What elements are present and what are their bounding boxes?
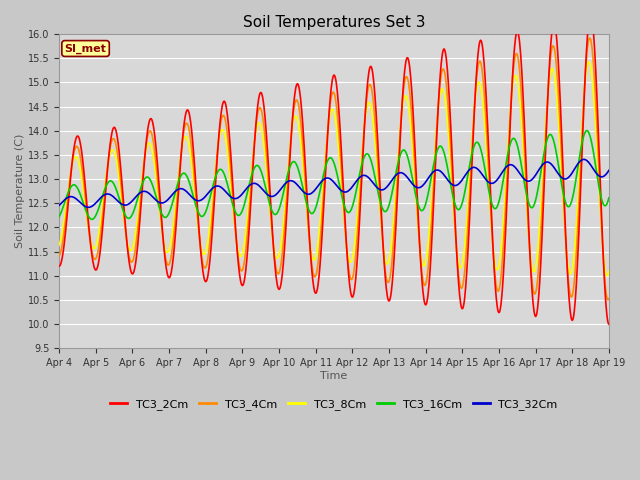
TC3_16Cm [127,213,135,219]
TC3_4Cm [452,249,460,254]
TC3_16Cm [340,200,348,205]
TC3_8Cm [339,201,347,207]
TC3_32Cm [580,156,588,162]
TC3_2Cm [339,177,347,183]
TC3_8Cm [452,244,460,250]
TC3_2Cm [570,315,577,321]
TC3_2Cm [605,321,612,327]
Title: Soil Temperatures Set 3: Soil Temperatures Set 3 [243,15,425,30]
TC3_32Cm [55,203,63,208]
TC3_16Cm [55,214,63,220]
TC3_8Cm [260,138,268,144]
TC3_8Cm [127,248,135,253]
TC3_2Cm [452,247,460,252]
TC3_4Cm [586,35,593,41]
TC3_2Cm [201,277,209,283]
TC3_32Cm [85,204,93,210]
Text: SI_met: SI_met [65,43,106,54]
TC3_8Cm [585,59,593,65]
TC3_8Cm [570,260,577,265]
TC3_4Cm [605,296,612,301]
TC3_16Cm [88,216,95,222]
TC3_8Cm [604,273,611,278]
TC3_16Cm [570,190,577,195]
TC3_2Cm [127,268,135,274]
TC3_8Cm [201,251,209,257]
TC3_32Cm [340,189,348,195]
TC3_4Cm [127,259,135,265]
TC3_2Cm [55,263,63,269]
TC3_8Cm [55,242,63,248]
TC3_4Cm [55,253,63,259]
TC3_32Cm [605,168,612,173]
Line: TC3_4Cm: TC3_4Cm [59,38,609,300]
TC3_32Cm [260,188,268,194]
TC3_16Cm [260,178,268,184]
Line: TC3_16Cm: TC3_16Cm [59,131,609,219]
X-axis label: Time: Time [321,371,348,381]
TC3_16Cm [605,195,612,201]
Line: TC3_8Cm: TC3_8Cm [59,62,609,276]
Line: TC3_2Cm: TC3_2Cm [59,14,609,324]
TC3_2Cm [260,99,268,105]
TC3_8Cm [605,268,612,274]
TC3_4Cm [201,265,209,271]
TC3_4Cm [570,288,577,294]
TC3_4Cm [604,297,612,303]
TC3_32Cm [453,182,461,188]
TC3_2Cm [587,11,595,17]
TC3_16Cm [453,206,461,212]
TC3_32Cm [570,168,577,173]
TC3_16Cm [202,210,209,216]
TC3_32Cm [202,193,209,199]
TC3_32Cm [127,199,135,204]
Line: TC3_32Cm: TC3_32Cm [59,159,609,207]
TC3_16Cm [583,128,591,133]
TC3_4Cm [260,120,268,125]
Y-axis label: Soil Temperature (C): Soil Temperature (C) [15,134,25,248]
TC3_4Cm [339,192,347,198]
Legend: TC3_2Cm, TC3_4Cm, TC3_8Cm, TC3_16Cm, TC3_32Cm: TC3_2Cm, TC3_4Cm, TC3_8Cm, TC3_16Cm, TC3… [106,395,562,415]
